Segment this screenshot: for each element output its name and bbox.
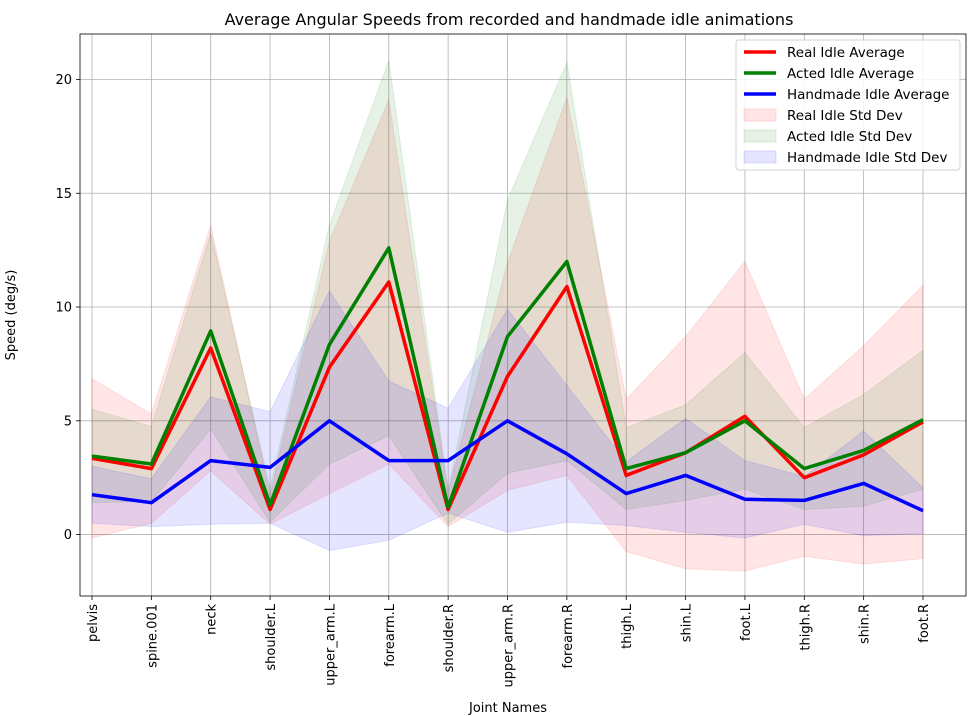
x-tick-label: forearm.R [561, 604, 576, 669]
y-axis: 0 5 10 15 20 [55, 73, 80, 543]
x-tick-label: shin.L [680, 603, 695, 642]
x-tick-label: upper_arm.R [502, 604, 517, 688]
legend-label: Handmade Idle Average [787, 87, 949, 103]
legend-label: Acted Idle Std Dev [787, 129, 912, 145]
x-tick-label: thigh.R [798, 604, 813, 651]
y-tick-label: 15 [55, 187, 72, 202]
x-axis-label: Joint Names [468, 701, 547, 716]
chart-title: Average Angular Speeds from recorded and… [225, 10, 794, 29]
legend-label: Handmade Idle Std Dev [787, 150, 947, 166]
y-tick-label: 5 [64, 414, 72, 429]
x-tick-label: foot.R [917, 604, 932, 643]
x-tick-label: shin.R [858, 604, 873, 644]
legend-label: Real Idle Average [787, 45, 905, 61]
y-tick-label: 10 [55, 301, 72, 316]
legend-band-swatch [743, 150, 777, 164]
x-tick-label: upper_arm.L [323, 603, 338, 685]
y-tick-label: 0 [64, 528, 72, 543]
average-lines [91, 246, 924, 513]
x-tick-label: shoulder.R [442, 604, 457, 672]
legend-box [735, 39, 961, 171]
x-tick-label: spine.001 [145, 604, 160, 668]
x-tick-label: pelvis [86, 604, 101, 642]
x-tick-label: forearm.L [383, 603, 398, 666]
line-acted-average [91, 246, 924, 510]
x-tick-label: thigh.L [620, 603, 635, 649]
line-real-average [91, 280, 924, 512]
y-axis-label: Speed (deg/s) [4, 270, 19, 361]
std-band-acted [91, 60, 924, 526]
legend: Real Idle Average Acted Idle Average Handm… [735, 39, 961, 171]
legend-label: Acted Idle Average [787, 66, 914, 82]
legend-band-swatch [743, 108, 777, 122]
x-tick-label: neck [205, 604, 220, 635]
x-axis: pelvis spine.001 neck shoulder.L upper_arm.L… [86, 596, 932, 688]
y-tick-label: 20 [55, 73, 72, 88]
x-tick-label: foot.L [739, 603, 754, 641]
legend-band-swatch [743, 129, 777, 143]
x-tick-label: shoulder.L [264, 603, 279, 670]
legend-label: Real Idle Std Dev [787, 108, 903, 124]
plot-frame [79, 33, 967, 597]
line-handmade-average [91, 419, 924, 513]
